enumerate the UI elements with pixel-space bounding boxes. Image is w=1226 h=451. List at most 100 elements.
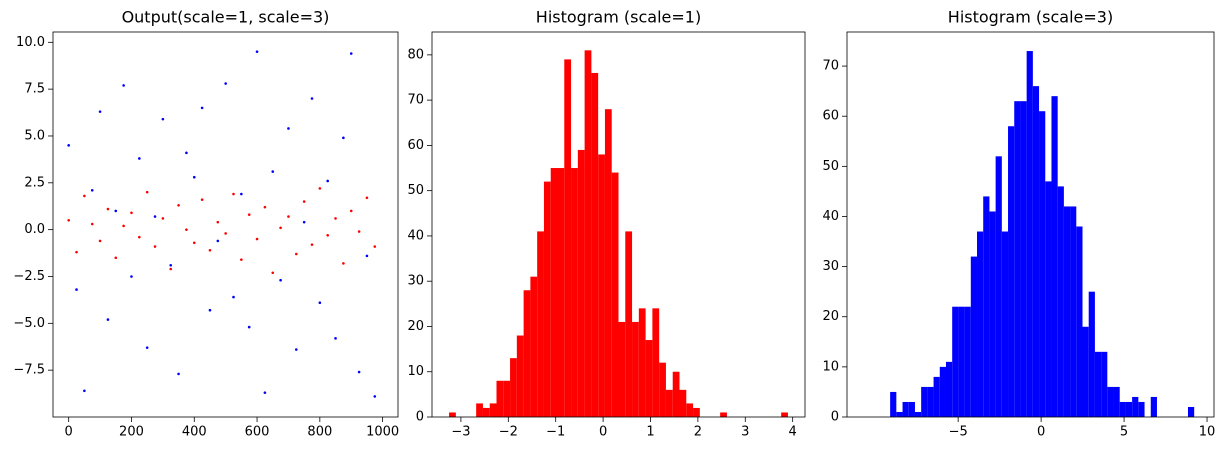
scatter-point [318,301,322,305]
hist-bar [1014,101,1021,417]
hist-bar [1008,126,1015,418]
hist-bar [1088,291,1095,417]
scatter-point [240,258,243,261]
scatter-point [145,190,149,194]
hist-bar [591,72,599,418]
scatter-point [349,52,353,55]
x-tick-label: −1 [546,425,565,440]
hist-bar [1101,351,1108,417]
scatter-point [185,151,188,155]
scatter-point [122,224,125,228]
hist-bar [625,231,633,417]
scatter-point [153,215,157,218]
scatter-point [294,348,298,351]
hist-bar [958,306,965,417]
y-tick-label: 20 [822,309,839,324]
hist-bar [908,401,915,417]
axes-frame [846,31,1215,418]
scatter-point [240,192,243,196]
scatter-point [169,267,173,271]
y-tick-label: 20 [407,319,424,334]
y-tick-label: 80 [407,47,424,62]
hist-bar [598,154,605,418]
scatter-point [318,187,322,190]
y-tick-label: 50 [407,183,424,198]
hist-bar [523,290,531,417]
hist-bar [952,306,959,417]
hist-bar [781,412,788,417]
y-tick-label: 2.5 [24,175,45,190]
scatter-point [153,245,157,248]
scatter-point [114,209,118,213]
y-tick-label: 10 [822,359,839,374]
scatter-point [342,262,345,265]
scatter-point [326,233,329,237]
scatter-point [192,241,196,245]
scatter-point [255,237,259,241]
hist-bar [1119,401,1126,417]
scatter-point [247,213,251,216]
scatter-point [145,346,149,349]
scatter-point [130,275,133,278]
y-tick-label: 60 [407,138,424,153]
scatter-point [90,189,94,192]
y-tick-label: 40 [407,228,424,243]
scatter-point [279,226,282,230]
hist-bar [489,403,497,417]
hist-bar [679,389,687,417]
axes-frame [52,31,399,418]
y-tick-label: 0.0 [24,222,45,237]
hist-bar [939,366,946,417]
hist-bar [516,335,524,417]
scatter-point [232,295,235,299]
scatter-point [83,194,86,198]
chart-title: Histogram (scale=3) [948,8,1113,27]
y-tick-label: −5.0 [13,316,45,331]
scatter-point [271,271,275,275]
scatter-point [365,196,369,200]
hist-bar [496,380,504,417]
scatter-point [224,232,227,235]
scatter-point [279,278,282,282]
x-tick-label: 10 [1199,425,1216,440]
hist-bar [983,196,990,417]
x-tick-label: 0 [1037,425,1045,440]
scatter-point [310,97,314,100]
hist-bar [693,407,700,417]
hist-bar [1094,351,1102,417]
hist-bar [945,361,953,417]
hist-bar [543,181,551,417]
scatter-point [302,200,306,203]
hist-bar [564,59,572,417]
scatter-point [232,192,235,196]
scatter-point [255,50,259,53]
scatter-point [138,235,141,239]
hist-bar [1070,206,1077,417]
x-tick-label: 0 [599,425,607,440]
scatter-point [224,82,227,85]
hist-bar [557,168,565,417]
scatter-point [67,218,70,222]
y-tick-label: 7.5 [24,82,45,97]
hist-bar [995,156,1002,417]
y-tick-label: 40 [822,209,839,224]
hist-bar [1187,406,1195,417]
hist-bar [659,362,666,417]
x-tick-label: −5 [949,425,968,440]
x-tick-label: 400 [182,425,207,440]
scatter-point [216,220,220,224]
scatter-point [106,207,110,211]
x-tick-label: 4 [789,425,797,440]
hist-bar [896,411,903,417]
hist-bar [449,412,456,417]
hist-bar [1113,386,1120,417]
hist-bar [1138,401,1145,417]
x-tick-label: −3 [451,425,470,440]
y-tick-label: 30 [407,274,424,289]
hist-bar [638,308,646,417]
hist-bar [686,403,694,417]
scatter-point [208,248,212,252]
scatter-point [200,198,204,201]
hist-bar [577,149,585,417]
y-tick-label: 5.0 [24,128,45,143]
